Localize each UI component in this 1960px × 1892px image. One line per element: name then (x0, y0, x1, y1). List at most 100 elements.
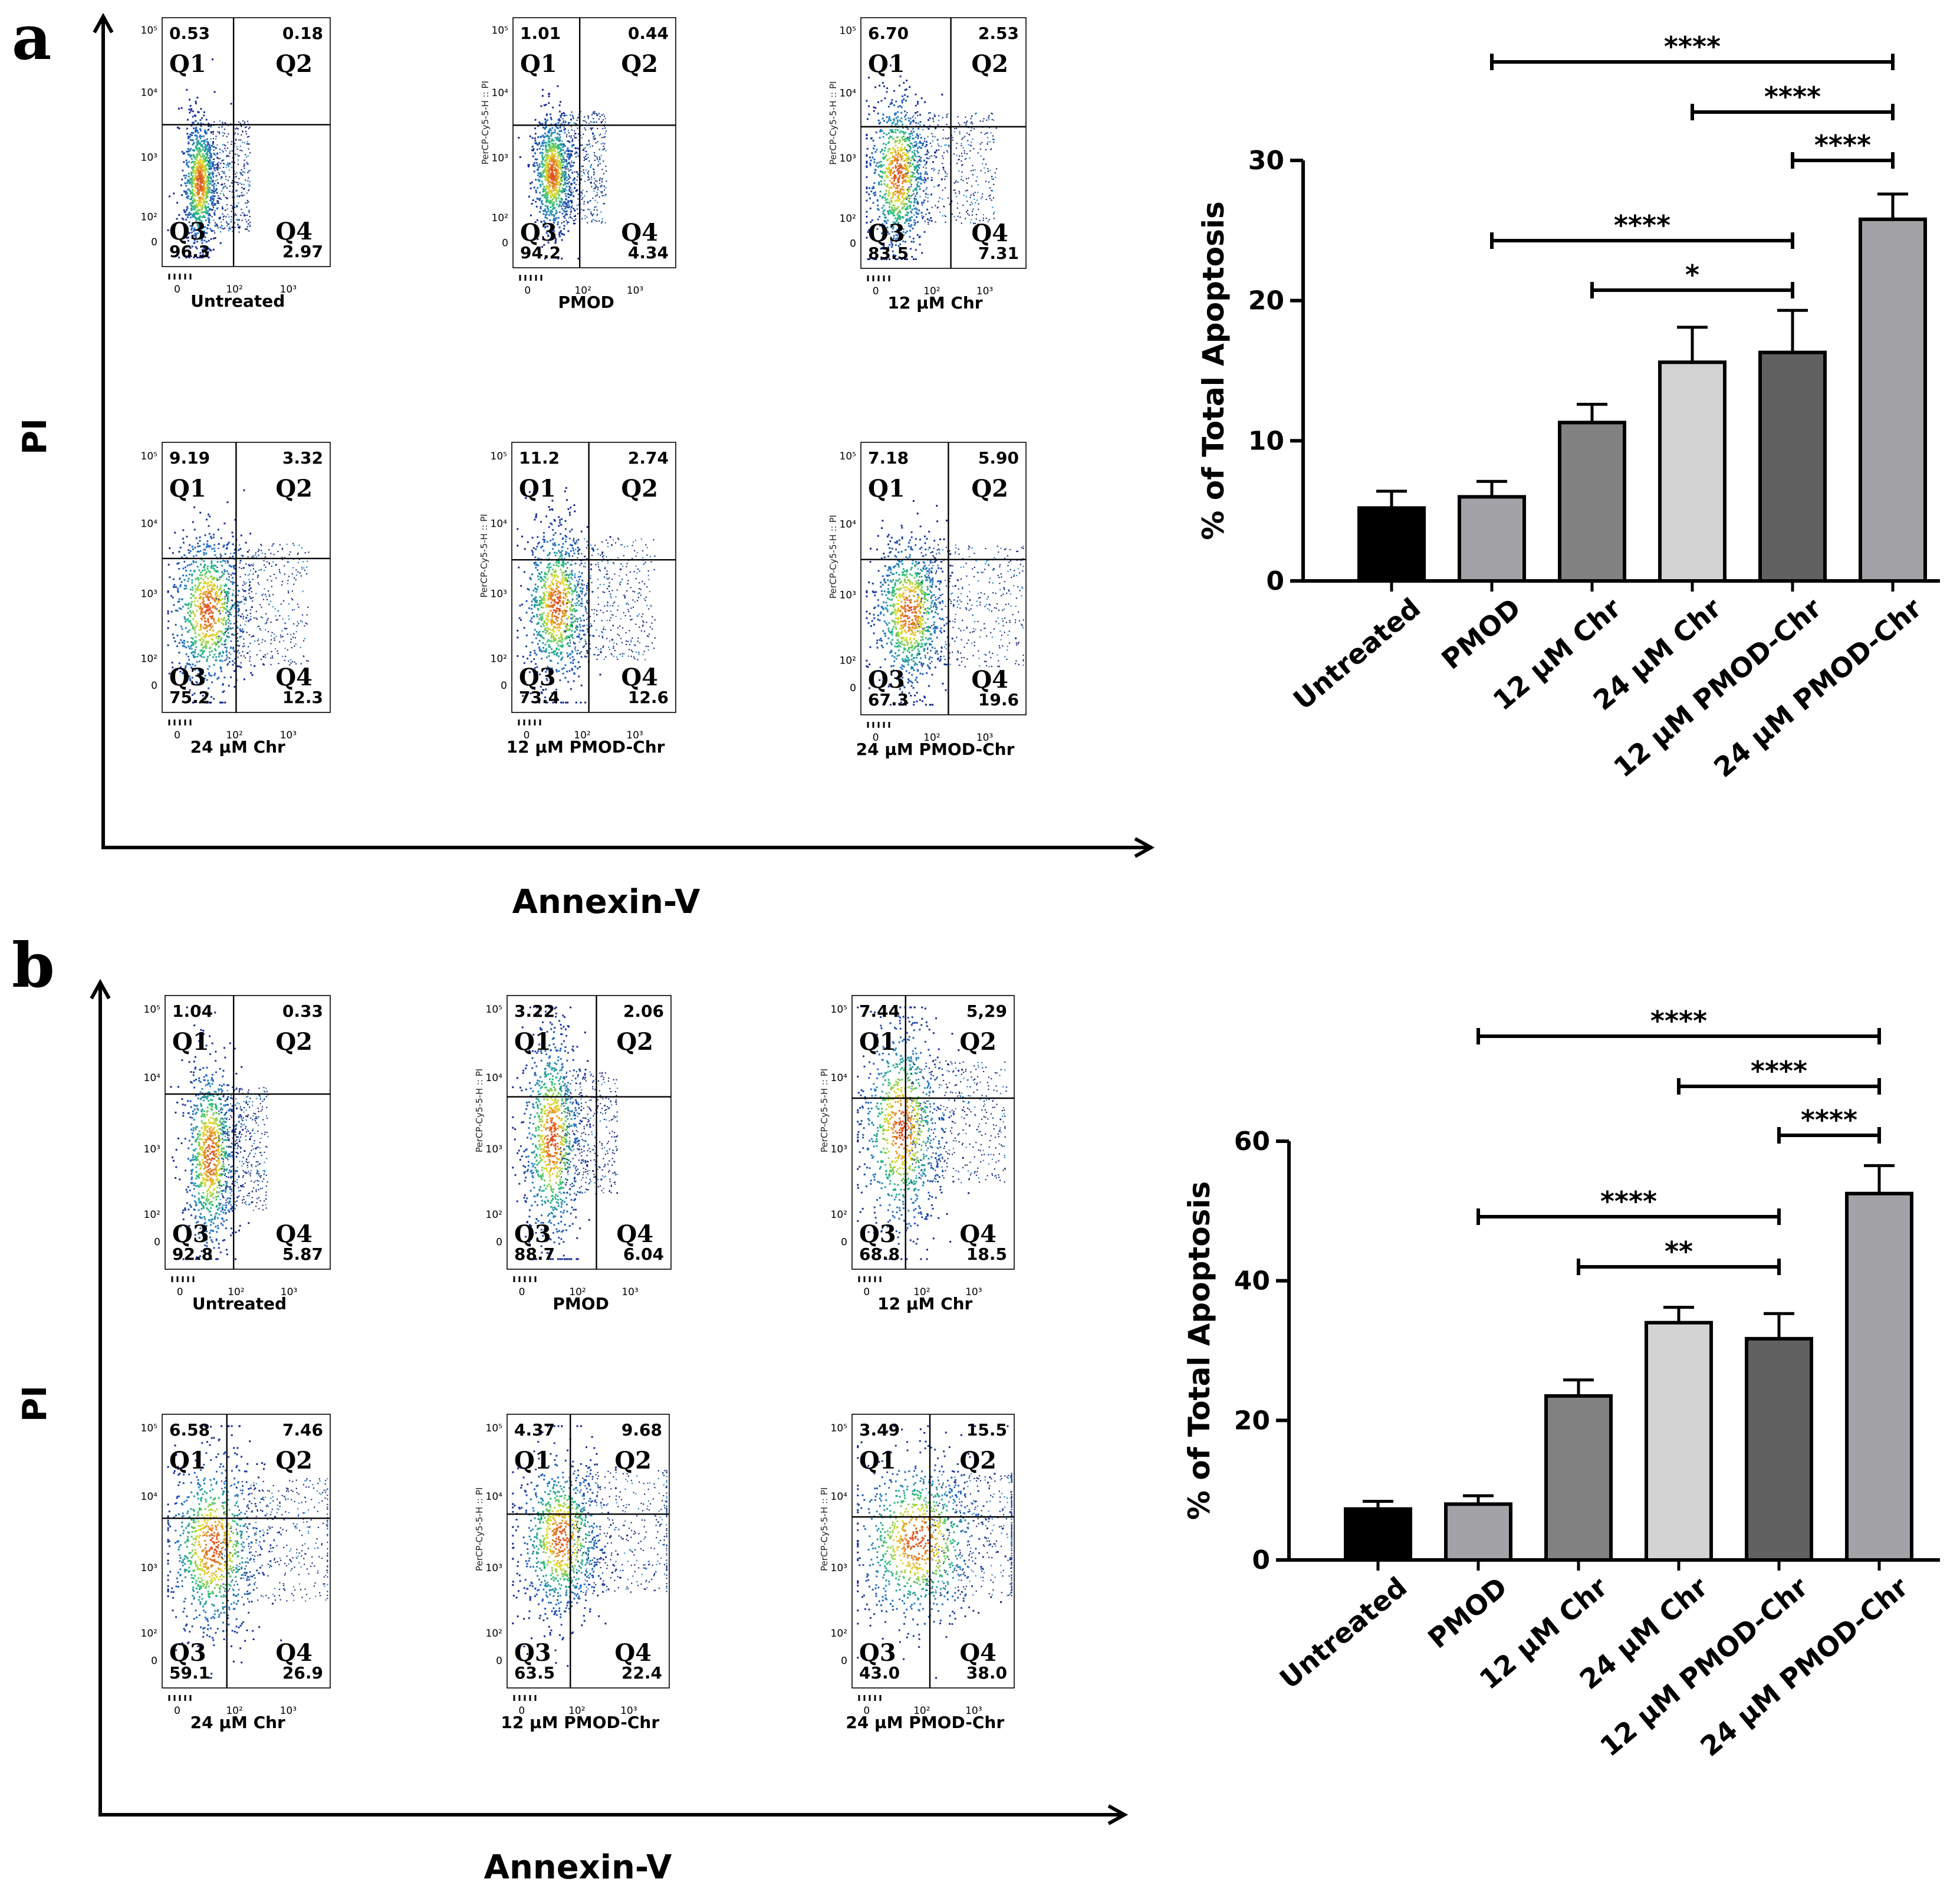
flow-plot-a-0-q4-value: 2.97 (282, 242, 323, 261)
flow-plot-b-1-y-tick: 10⁴ (486, 1072, 503, 1084)
flow-plot-b-4-q1-label: Q1 (514, 1447, 551, 1474)
flow-plot-b-3-y-tick: 10³ (141, 1562, 157, 1574)
bar-chart-a-significance-label: **** (1614, 209, 1670, 241)
flow-plot-b-4-y-tick: 10⁵ (486, 1423, 502, 1434)
flow-plot-b-5-q2-value: 15.5 (966, 1420, 1007, 1440)
flow-plot-a-3-q1-value: 9.19 (169, 448, 210, 468)
flow-plot-a-1-q3-value: 94.2 (520, 243, 561, 262)
flow-plot-a-3-frame (162, 442, 331, 713)
flow-plot-b-0-x-tick: 10³ (281, 1286, 297, 1298)
panel-b-letter: b (12, 929, 55, 1001)
flow-plot-b-3-q2-label: Q2 (275, 1447, 313, 1474)
flow-plot-a-0: 0.53 0.18 96.3 2.97 Q1 Q2 Q3 Q4 10⁵ 10⁴ 10³ 10² 0 0 10… (141, 17, 331, 311)
flow-plot-a-5-rotated-axis-label: PerCP-Cy5-5-H :: PI (828, 515, 838, 599)
flow-plot-b-1-x-tick: 0 (519, 1286, 525, 1298)
flow-plot-a-4-q2-value: 2.74 (628, 448, 669, 468)
flow-plot-a-0-y-tick: 0 (151, 236, 157, 248)
flow-plot-b-2-x-tick: 0 (863, 1286, 870, 1298)
flow-plot-b-5: 3.49 15.5 43.0 38.0 Q1 Q2 Q3 Q4 10⁵ 10⁴ 10³ 10² 0 0 10… (819, 1414, 1015, 1732)
flow-plot-a-1-x-tick: 0 (524, 285, 531, 297)
flow-plot-a-4-q4-value: 12.6 (628, 688, 669, 707)
flow-plot-b-2-q4-value: 18.5 (966, 1244, 1007, 1264)
flow-plot-b-0-y-tick: 10³ (144, 1144, 160, 1155)
flow-plot-a-1-q2-label: Q2 (621, 50, 658, 78)
bar-chart-b-significance-label: ** (1665, 1236, 1693, 1267)
flow-plot-a-3-q2-label: Q2 (275, 475, 313, 502)
flow-plot-b-0-q4-label: Q4 (275, 1220, 313, 1248)
bar-chart-b-bar-2 (1544, 1394, 1613, 1562)
flow-plot-b-3-x-tick: 10³ (280, 1705, 297, 1717)
bar-chart-b-y-tick-label: 0 (1252, 1545, 1270, 1575)
flow-plot-a-0-x-tick: 10³ (280, 284, 297, 295)
flow-plot-a-2-q2-label: Q2 (971, 50, 1008, 78)
flow-plot-b-1-q3-label: Q3 (514, 1220, 551, 1248)
flow-plot-b-0-sample-label: Untreated (192, 1294, 287, 1313)
bar-chart-b-significance-label: **** (1751, 1055, 1807, 1087)
flow-plot-a-5-sample-label: 24 µM PMOD-Chr (856, 740, 1015, 759)
flow-plot-b-5-y-tick: 10⁵ (831, 1423, 847, 1434)
flow-plot-a-2-y-tick: 10² (840, 213, 856, 225)
flow-plot-b-5-q1-label: Q1 (859, 1447, 896, 1474)
bar-chart-a-bar-4 (1758, 350, 1827, 583)
flow-plot-a-0-dot-cloud (167, 58, 251, 259)
flow-plot-b-4-q4-value: 22.4 (621, 1663, 662, 1683)
flow-plot-b-3-q1-value: 6.58 (169, 1420, 210, 1440)
flow-plot-b-5-q3-value: 43.0 (859, 1663, 900, 1683)
panel-b-x-axis-title: Annexin-V (484, 1848, 672, 1887)
flow-plot-b-1-dot-cloud (512, 1006, 619, 1260)
flow-plot-b-3-x-tick: 0 (174, 1705, 180, 1717)
flow-plot-a-3-sample-label: 24 µM Chr (190, 737, 285, 757)
bar-chart-a-y-tick-label: 20 (1248, 286, 1284, 316)
bar-chart-b-category-label: Untreated (1274, 1571, 1413, 1695)
flow-plot-a-5-y-tick: 10² (840, 655, 856, 667)
flow-plot-a-3-y-tick: 10⁴ (141, 518, 158, 530)
flow-plot-a-4-q1-label: Q1 (519, 475, 556, 502)
flow-plot-a-1-q1-value: 1.01 (520, 24, 561, 43)
bar-chart-a-significance-label: **** (1664, 31, 1721, 63)
flow-plot-a-2-dot-cloud (866, 64, 998, 260)
flow-plot-a-4-y-tick: 10² (491, 653, 507, 665)
flow-plot-b-4-x-tick: 10³ (620, 1705, 637, 1717)
bar-chart-a-bar-1 (1458, 495, 1526, 583)
flow-plot-a-1-y-tick: 0 (502, 238, 508, 249)
flow-plot-a-2-q4-value: 7.31 (978, 244, 1019, 263)
flow-plot-b-4-sample-label: 12 µM PMOD-Chr (501, 1713, 659, 1732)
flow-plot-a-3-y-tick: 10³ (141, 589, 157, 600)
flow-plot-a-4-q3-label: Q3 (519, 663, 556, 691)
bar-chart-b-y-axis-label: % of Total Apoptosis (1182, 1181, 1216, 1520)
flow-plot-a-4-y-tick: 10³ (491, 589, 507, 600)
flow-plot-b-2-x-tick: 10³ (965, 1286, 982, 1298)
flow-plot-b-4-y-tick: 10⁴ (486, 1491, 503, 1503)
flow-plot-a-2-x-tick: 0 (873, 285, 879, 297)
bar-chart-b-bar-0 (1344, 1507, 1412, 1562)
bar-chart-b-significance-label: **** (1801, 1104, 1857, 1136)
bar-chart-a-category-label: PMOD (1435, 592, 1527, 675)
flow-plot-b-1-x-tick: 10³ (621, 1286, 638, 1298)
flow-plot-b-3-y-tick: 10⁵ (141, 1423, 157, 1434)
flow-plot-b-1-y-tick: 10⁵ (486, 1004, 502, 1016)
bar-chart-a-bar-2 (1558, 421, 1626, 583)
bar-chart-a-bar-3 (1658, 360, 1726, 583)
flow-plot-b-3-q2-value: 7.46 (282, 1420, 323, 1440)
flow-plot-b-2-dot-cloud (857, 1006, 1008, 1260)
flow-plot-a-1-x-tick: 10³ (627, 285, 643, 297)
flow-plot-a-0-x-tick: 10² (226, 284, 242, 295)
flow-plot-a-3-q2-value: 3.32 (282, 448, 323, 468)
flow-plot-b-2-y-tick: 10⁴ (831, 1072, 848, 1084)
flow-plot-b-5-y-tick: 10³ (831, 1562, 847, 1574)
flow-plot-a-1-q2-value: 0.44 (628, 24, 669, 43)
flow-plot-a-3-x-tick: 10³ (280, 730, 297, 741)
flow-plot-a-0-sample-label: Untreated (190, 291, 285, 311)
flow-plot-a-1-q3-label: Q3 (520, 219, 557, 247)
panel-b-bar-chart: 0 20 40 60 % of Total Apoptosis Untreated PMOD… (1182, 1005, 1940, 1763)
flow-plot-a-1-q4-value: 4.34 (628, 243, 669, 262)
flow-plot-b-4-q2-value: 9.68 (621, 1420, 662, 1440)
flow-plot-a-4-y-tick: 10⁴ (491, 518, 508, 530)
flow-plot-b-2-x-tick: 10² (913, 1286, 930, 1298)
flow-plot-b-4-x-tick: 10² (568, 1705, 585, 1717)
flow-plot-b-3: 6.58 7.46 59.1 26.9 Q1 Q2 Q3 Q4 10⁵ 10⁴ 10³ 10² 0 0 10… (141, 1414, 331, 1732)
flow-plot-a-5-x-tick: 0 (873, 732, 879, 744)
flow-plot-a-5-q4-value: 19.6 (978, 690, 1019, 710)
flow-plot-b-5-x-tick: 0 (863, 1705, 870, 1717)
